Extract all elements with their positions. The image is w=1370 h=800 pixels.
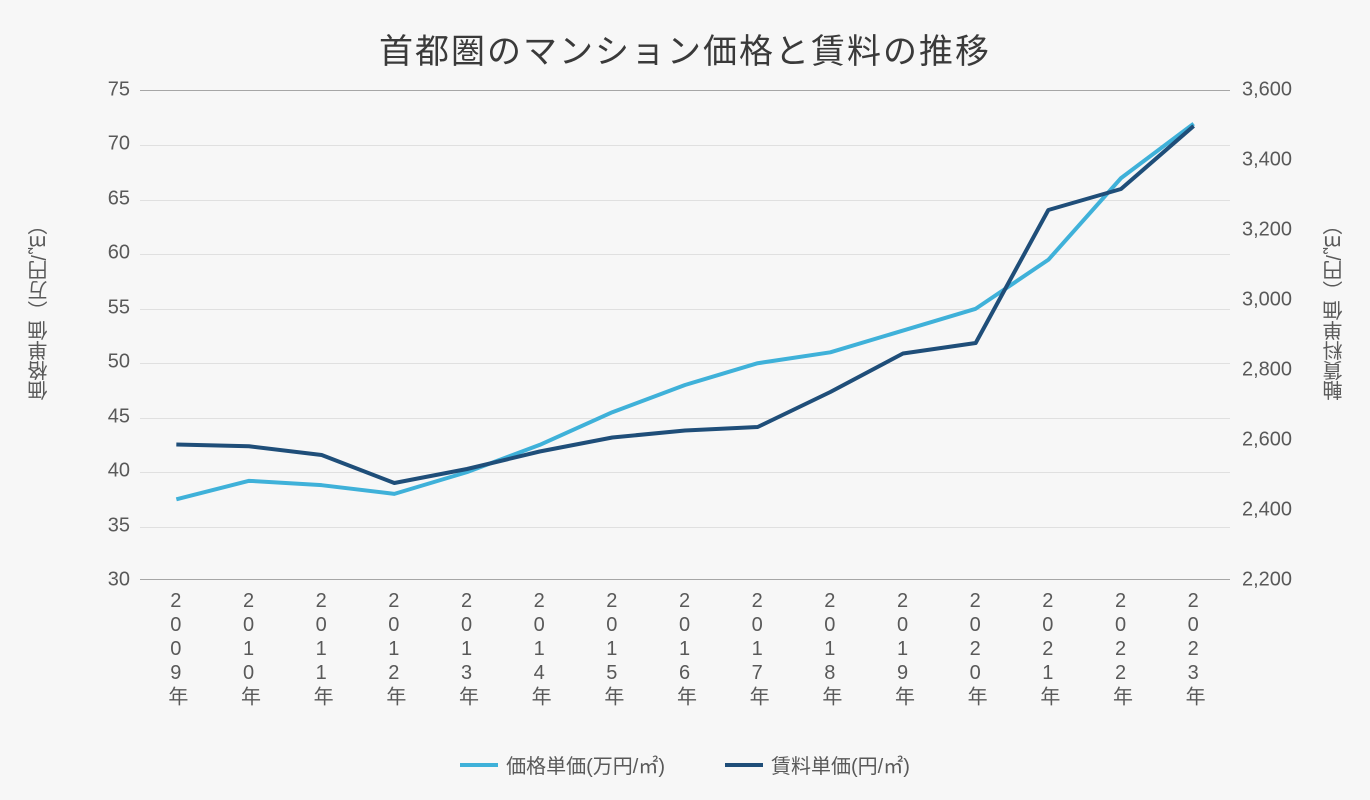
x-tick: 2021年 <box>1034 590 1063 708</box>
legend: 価格単価(万円/㎡) 賃料単価(円/㎡) <box>0 750 1370 779</box>
x-tick: 2022年 <box>1107 590 1136 708</box>
x-tick: 2012年 <box>380 590 409 708</box>
y-right-tick: 2,400 <box>1242 499 1312 522</box>
y-right-tick: 3,200 <box>1242 219 1312 242</box>
y-right-tick: 2,800 <box>1242 359 1312 382</box>
legend-label: 価格単価(万円/㎡) <box>506 750 665 779</box>
series-line <box>176 126 1193 483</box>
y-left-tick-labels: 30354045505560657075 <box>60 90 130 580</box>
y-left-tick: 70 <box>60 133 130 156</box>
series-line <box>176 124 1193 500</box>
x-tick: 2009年 <box>162 590 191 708</box>
x-tick: 2011年 <box>307 590 336 708</box>
x-tick: 2016年 <box>671 590 700 708</box>
plot-area <box>140 90 1230 580</box>
y-left-tick: 35 <box>60 514 130 537</box>
y-right-tick: 2,200 <box>1242 569 1312 592</box>
legend-item: 賃料単価(円/㎡) <box>725 750 910 779</box>
legend-swatch <box>460 763 498 767</box>
y-left-tick: 60 <box>60 242 130 265</box>
x-tick: 2019年 <box>889 590 918 708</box>
x-tick: 2018年 <box>816 590 845 708</box>
chart-container: 首都圏のマンション価格と賃料の推移 価格単価（万円/㎡） 軸賃料単価（円/㎡） … <box>0 0 1370 800</box>
x-tick: 2013年 <box>453 590 482 708</box>
y-right-tick: 2,600 <box>1242 429 1312 452</box>
y-right-axis-title: 軸賃料単価（円/㎡） <box>1320 215 1349 401</box>
y-left-tick: 40 <box>60 460 130 483</box>
legend-swatch <box>725 763 763 767</box>
y-right-tick: 3,000 <box>1242 289 1312 312</box>
legend-label: 賃料単価(円/㎡) <box>771 750 910 779</box>
x-tick: 2014年 <box>525 590 554 708</box>
y-left-tick: 30 <box>60 569 130 592</box>
y-right-tick: 3,600 <box>1242 79 1312 102</box>
x-tick: 2015年 <box>598 590 627 708</box>
x-tick: 2017年 <box>743 590 772 708</box>
y-left-tick: 50 <box>60 351 130 374</box>
y-left-tick: 45 <box>60 405 130 428</box>
y-left-tick: 55 <box>60 296 130 319</box>
x-tick: 2020年 <box>961 590 990 708</box>
x-tick: 2023年 <box>1179 590 1208 708</box>
y-right-tick: 3,400 <box>1242 149 1312 172</box>
y-left-tick: 65 <box>60 187 130 210</box>
y-left-axis-title: 価格単価（万円/㎡） <box>25 215 54 401</box>
x-tick: 2010年 <box>235 590 264 708</box>
line-series-svg <box>140 91 1230 581</box>
chart-title: 首都圏のマンション価格と賃料の推移 <box>0 0 1370 73</box>
legend-item: 価格単価(万円/㎡) <box>460 750 665 779</box>
y-left-tick: 75 <box>60 79 130 102</box>
y-right-tick-labels: 2,2002,4002,6002,8003,0003,2003,4003,600 <box>1242 90 1312 580</box>
